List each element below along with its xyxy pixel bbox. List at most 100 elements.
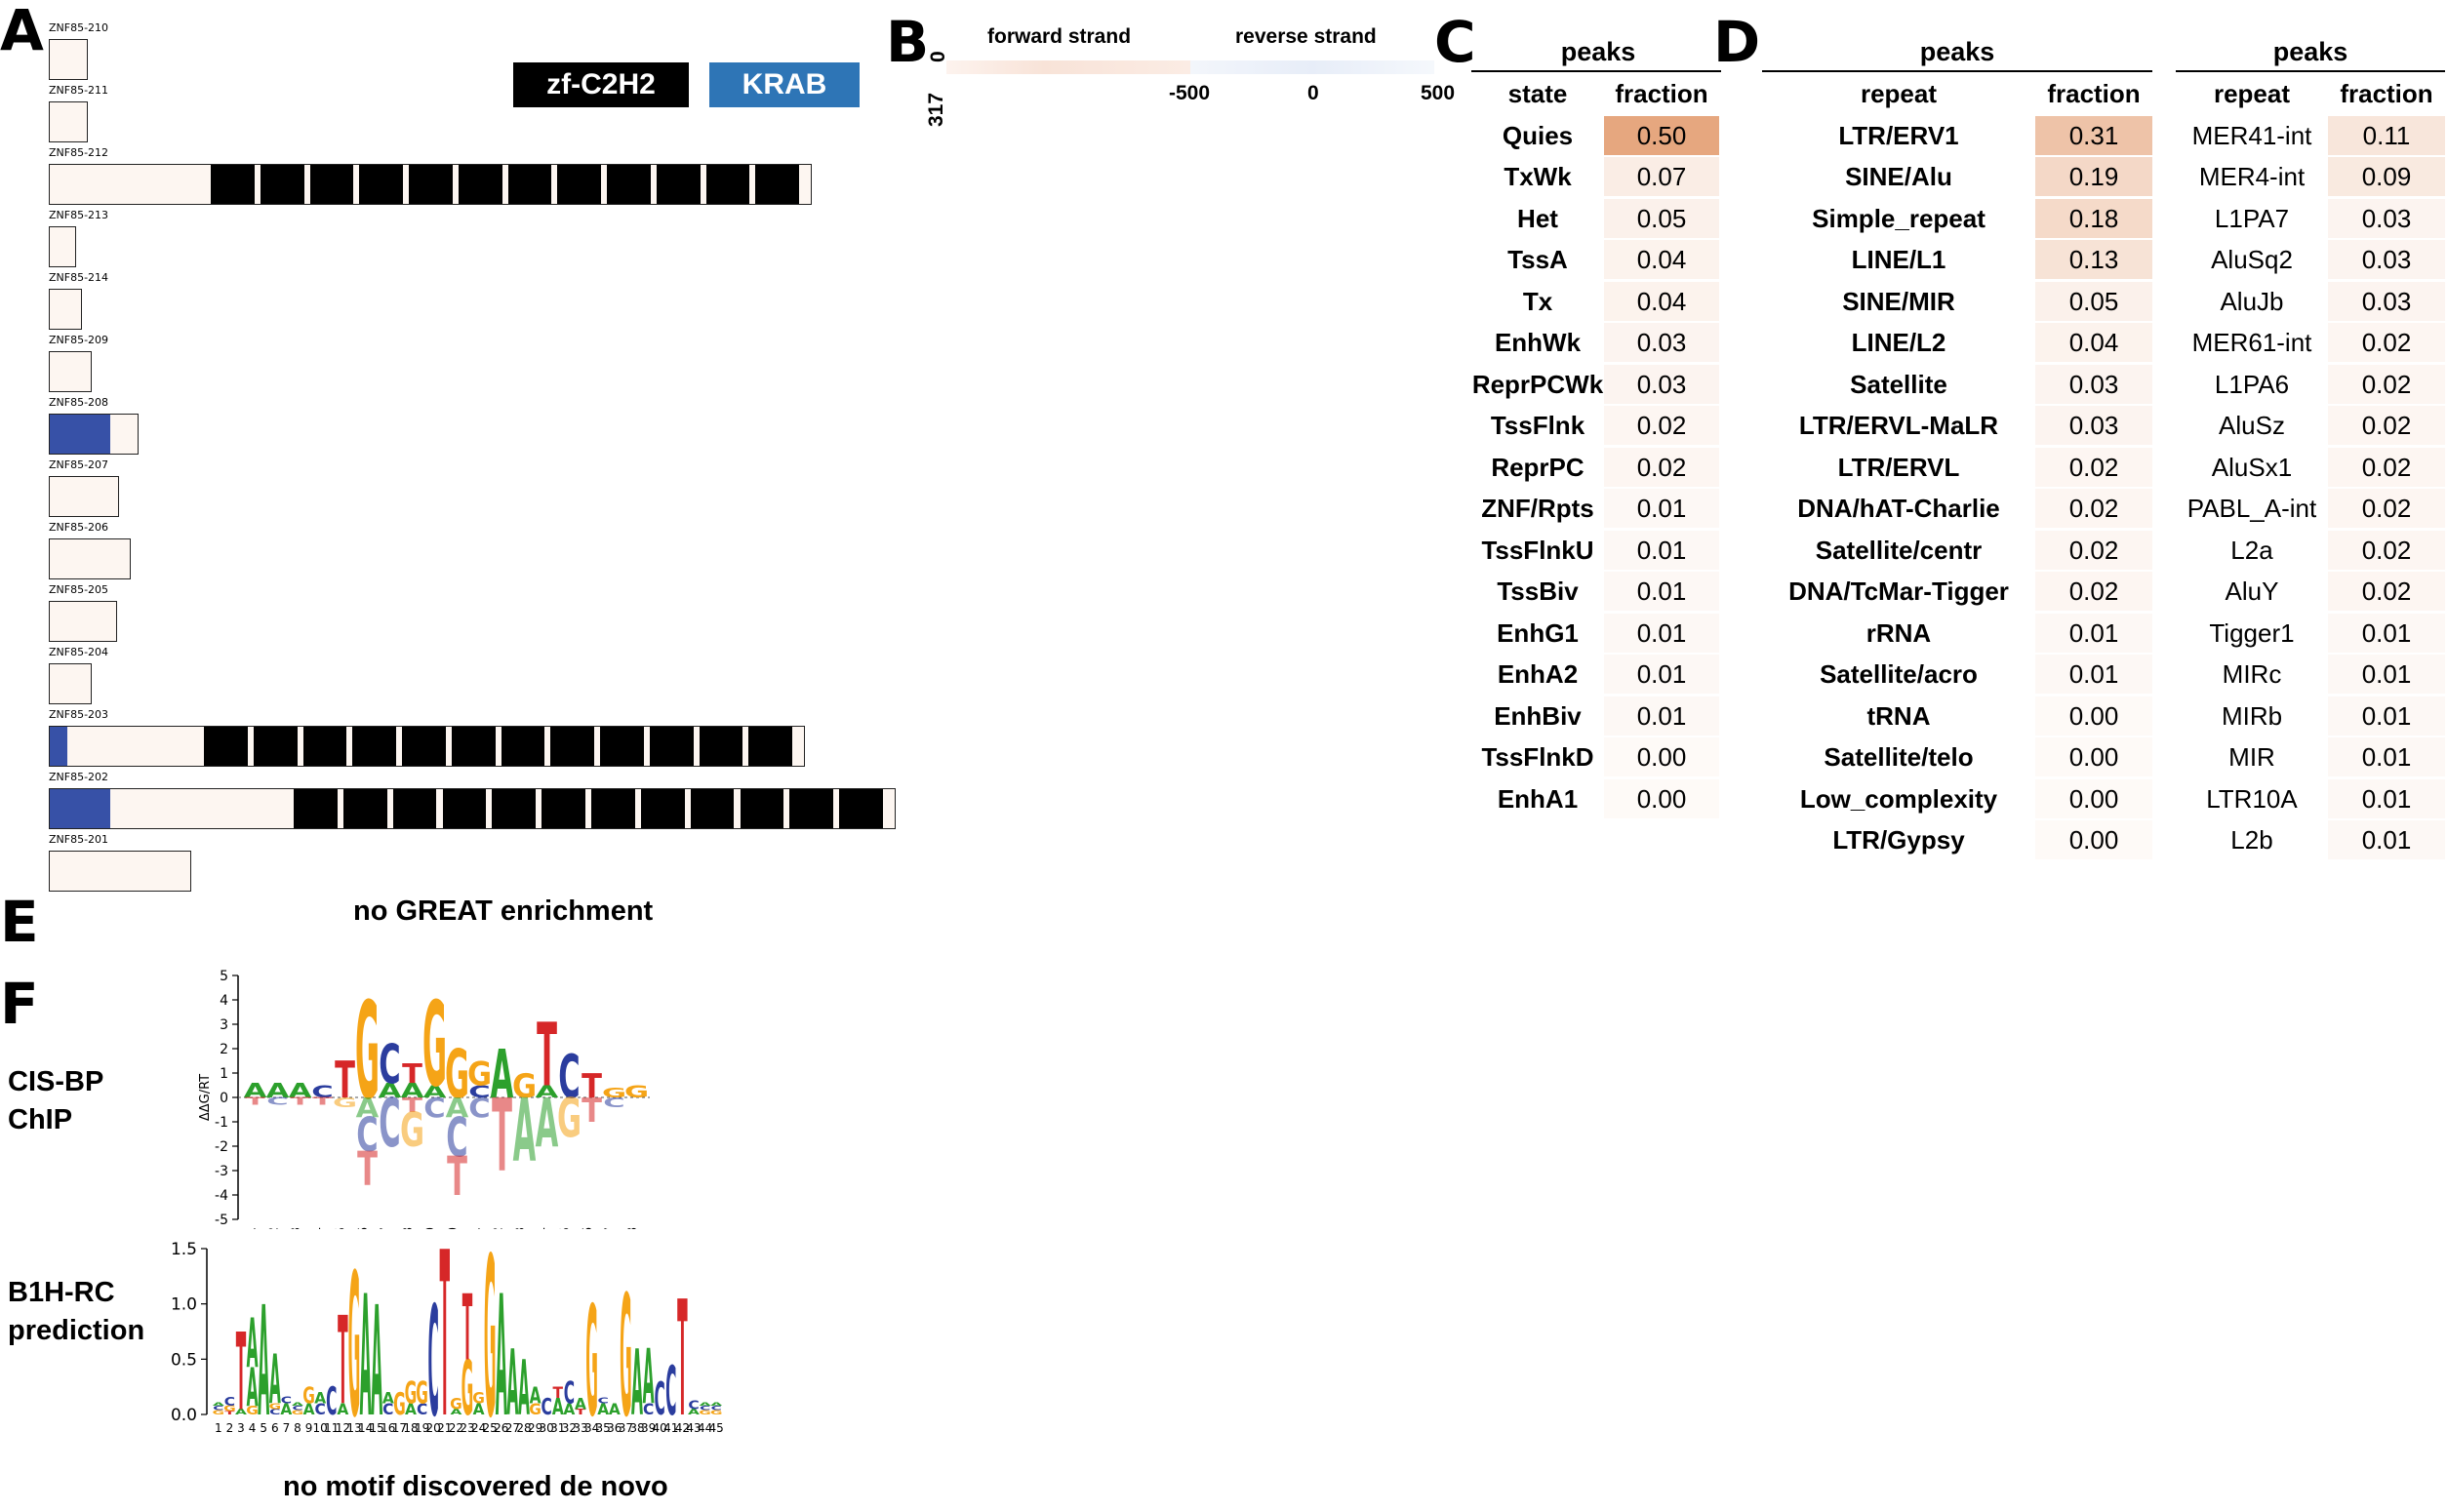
logo2-x-tick-label: 7 [283,1421,291,1435]
panel-letter-c: C [1434,9,1476,75]
svg-text:C: C [423,1093,445,1124]
logo1-letter: T [245,1095,265,1107]
svg-text:G: G [393,1386,406,1422]
table-row-value: 0.01 [2328,655,2445,694]
logo2-letter: T [236,1312,247,1435]
svg-text:T: T [462,1275,473,1381]
svg-text:G: G [472,1390,485,1408]
svg-text:T: T [245,1095,265,1107]
svg-text:A: A [247,1303,259,1382]
table-row-label: Satellite/acro [1820,659,1978,689]
logo2-y-tick-label: 1.5 [171,1240,197,1259]
svg-text:T: T [312,1095,333,1107]
svg-text:A: A [213,1401,224,1407]
svg-text:T: T [290,1095,310,1107]
svg-text:C: C [213,1405,223,1412]
logo2-letter: C [281,1396,292,1407]
logo2-letter: A [609,1401,621,1418]
logo2-x-tick-label: 38 [629,1421,644,1435]
table-row-label: rRNA [1865,617,1932,648]
svg-text:A: A [247,1358,259,1419]
zf-c2h2-domain [302,727,347,766]
logo2-x-tick-label: 9 [305,1421,313,1435]
svg-text:A: A [609,1401,621,1418]
svg-text:G: G [484,1237,497,1440]
isoform-label: ZNF85-206 [49,521,109,534]
table-row-label: EnhA1 [1497,783,1579,814]
logo1-letter: A [244,1080,267,1103]
isoform-label: ZNF85-208 [49,396,109,409]
zf-c2h2-domain [451,727,496,766]
strand-heatmap-forward [946,60,1190,74]
logo2-x-tick-label: 41 [663,1421,678,1435]
svg-text:G: G [223,1405,236,1413]
table-row-value: 0.03 [2328,281,2445,321]
logo1-letter: C [266,1095,288,1107]
svg-text:G: G [620,1259,632,1440]
logo2-x-tick-label: 36 [607,1421,622,1435]
table-row-label: LTR/Gypsy [1832,825,1965,855]
svg-text:G: G [512,1066,537,1105]
logo1-x-tick-label: 4 [537,1227,551,1229]
table-row-label: TssA [1507,245,1568,274]
logo2-letter: C [315,1401,326,1418]
svg-text:C: C [356,1109,378,1163]
svg-text:G: G [268,1402,281,1411]
logo2-x-tick-label: 22 [449,1421,463,1435]
logo1-x-tick-label: 3 [290,1227,304,1229]
logo1-x-tick-label: 3 [514,1227,529,1229]
zf-c2h2-domain [507,165,552,204]
table-row-label: L1PA7 [2214,203,2290,233]
logo2-x-tick-label: 29 [528,1421,542,1435]
table-row-label: TssBiv [1497,577,1579,606]
table-row-label: L1PA6 [2214,369,2290,399]
svg-text:G: G [212,1409,224,1415]
logo2-letter: G [529,1401,542,1418]
logo2-letter: G [450,1395,462,1413]
zf-c2h2-domain [542,789,585,828]
table-row-value: 0.01 [1604,655,1719,694]
table-row-value: 0.01 [1604,572,1719,611]
logo1-y-tick-label: 5 [220,969,228,984]
svg-text:C: C [700,1405,710,1412]
svg-text:A: A [631,1330,643,1436]
logo1-y-tick-label: -1 [215,1115,228,1131]
zf-c2h2-domain [211,165,255,204]
logo2-letter: G [393,1386,406,1422]
table-d1-title: peaks [1919,37,1995,66]
logo1-x-tick-label: 5 [559,1227,574,1229]
table-row-value: 0.01 [2328,820,2445,859]
logo2-letter: T [462,1275,473,1381]
logo2-x-tick-label: 14 [358,1421,373,1435]
zf-c2h2-domain [309,165,354,204]
logo2-letter: G [472,1390,485,1408]
table-row-label: SINE/Alu [1845,162,1952,191]
table-c-title: peaks [1560,37,1636,66]
logo1-y-tick-label: -4 [215,1188,228,1204]
denovo-note: no motif discovered de novo [283,1471,668,1502]
zf-c2h2-domain [656,165,701,204]
logo2-x-tick-label: 11 [324,1421,339,1435]
logo1-letter: G [557,1089,582,1150]
logo2-x-tick-label: 25 [483,1421,498,1435]
svg-text:G: G [557,1089,582,1150]
logo2-letter: A [314,1390,326,1408]
logo1-label: CIS-BP ChIP [8,1063,103,1139]
zf-c2h2-domain [204,727,248,766]
table-row-label: TssFlnkD [1481,742,1594,772]
logo2-x-tick-label: 45 [709,1421,724,1435]
logo2-letter: T [677,1269,688,1440]
table-row-value: 0.01 [2035,655,2152,694]
svg-text:A: A [280,1401,292,1418]
krab-domain [50,727,67,766]
zf-c2h2-domain [501,727,545,766]
svg-text:A: A [536,1085,559,1163]
logo2-x-tick-label: 35 [596,1421,611,1435]
logo1-x-tick-label: 8 [402,1227,417,1229]
logo2-letter: A [303,1401,315,1418]
table-header-cell: repeat [1860,79,1938,108]
table-row-label: ReprPCWk [1471,369,1604,399]
logo2-letter: G [461,1345,474,1433]
isoform-bar [49,851,191,892]
svg-text:C: C [643,1401,654,1418]
